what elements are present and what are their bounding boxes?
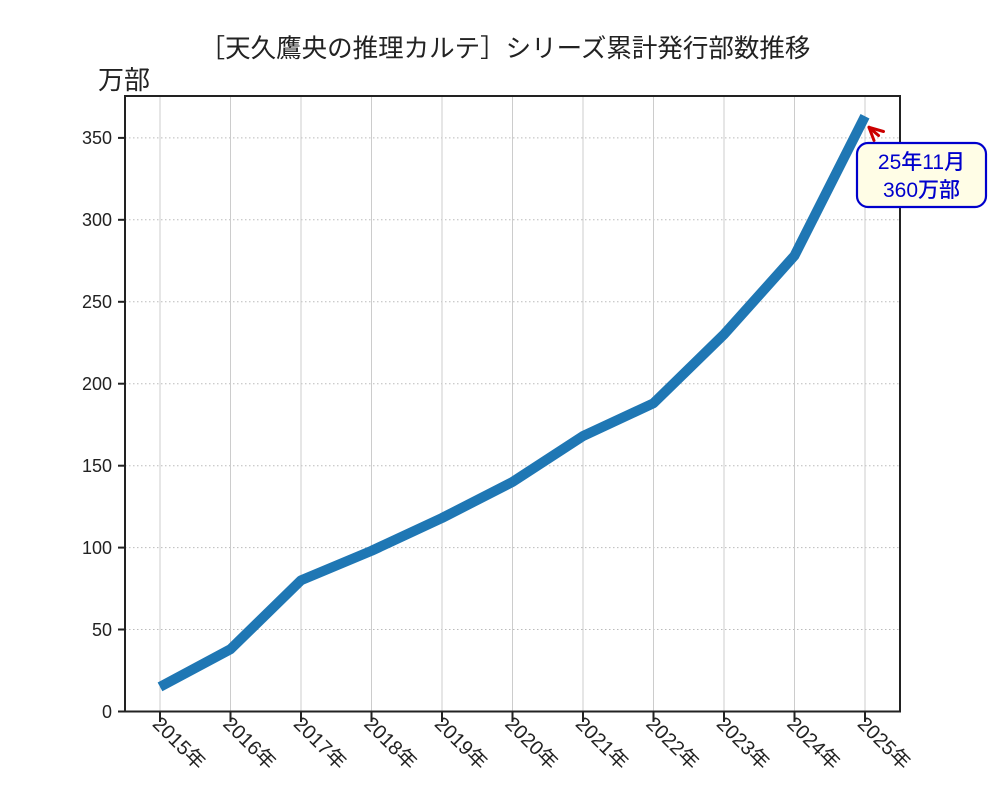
svg-text:200: 200 bbox=[82, 374, 112, 394]
svg-text:2022年: 2022年 bbox=[641, 712, 703, 774]
svg-text:25年11月: 25年11月 bbox=[878, 151, 965, 174]
svg-text:2020年: 2020年 bbox=[500, 712, 562, 774]
svg-text:2024年: 2024年 bbox=[782, 712, 844, 774]
svg-text:360万部: 360万部 bbox=[883, 179, 960, 202]
svg-text:0: 0 bbox=[102, 702, 112, 722]
svg-text:50: 50 bbox=[92, 620, 112, 640]
svg-text:2025年: 2025年 bbox=[853, 712, 915, 774]
svg-text:250: 250 bbox=[82, 292, 112, 312]
svg-text:150: 150 bbox=[82, 456, 112, 476]
svg-text:2015年: 2015年 bbox=[148, 712, 210, 774]
svg-text:100: 100 bbox=[82, 538, 112, 558]
svg-text:350: 350 bbox=[82, 128, 112, 148]
svg-text:300: 300 bbox=[82, 210, 112, 230]
svg-text:2017年: 2017年 bbox=[289, 712, 351, 774]
svg-text:2019年: 2019年 bbox=[430, 712, 492, 774]
svg-text:2023年: 2023年 bbox=[712, 712, 774, 774]
svg-text:2018年: 2018年 bbox=[359, 712, 421, 774]
svg-text:2016年: 2016年 bbox=[218, 712, 280, 774]
svg-text:2021年: 2021年 bbox=[571, 712, 633, 774]
